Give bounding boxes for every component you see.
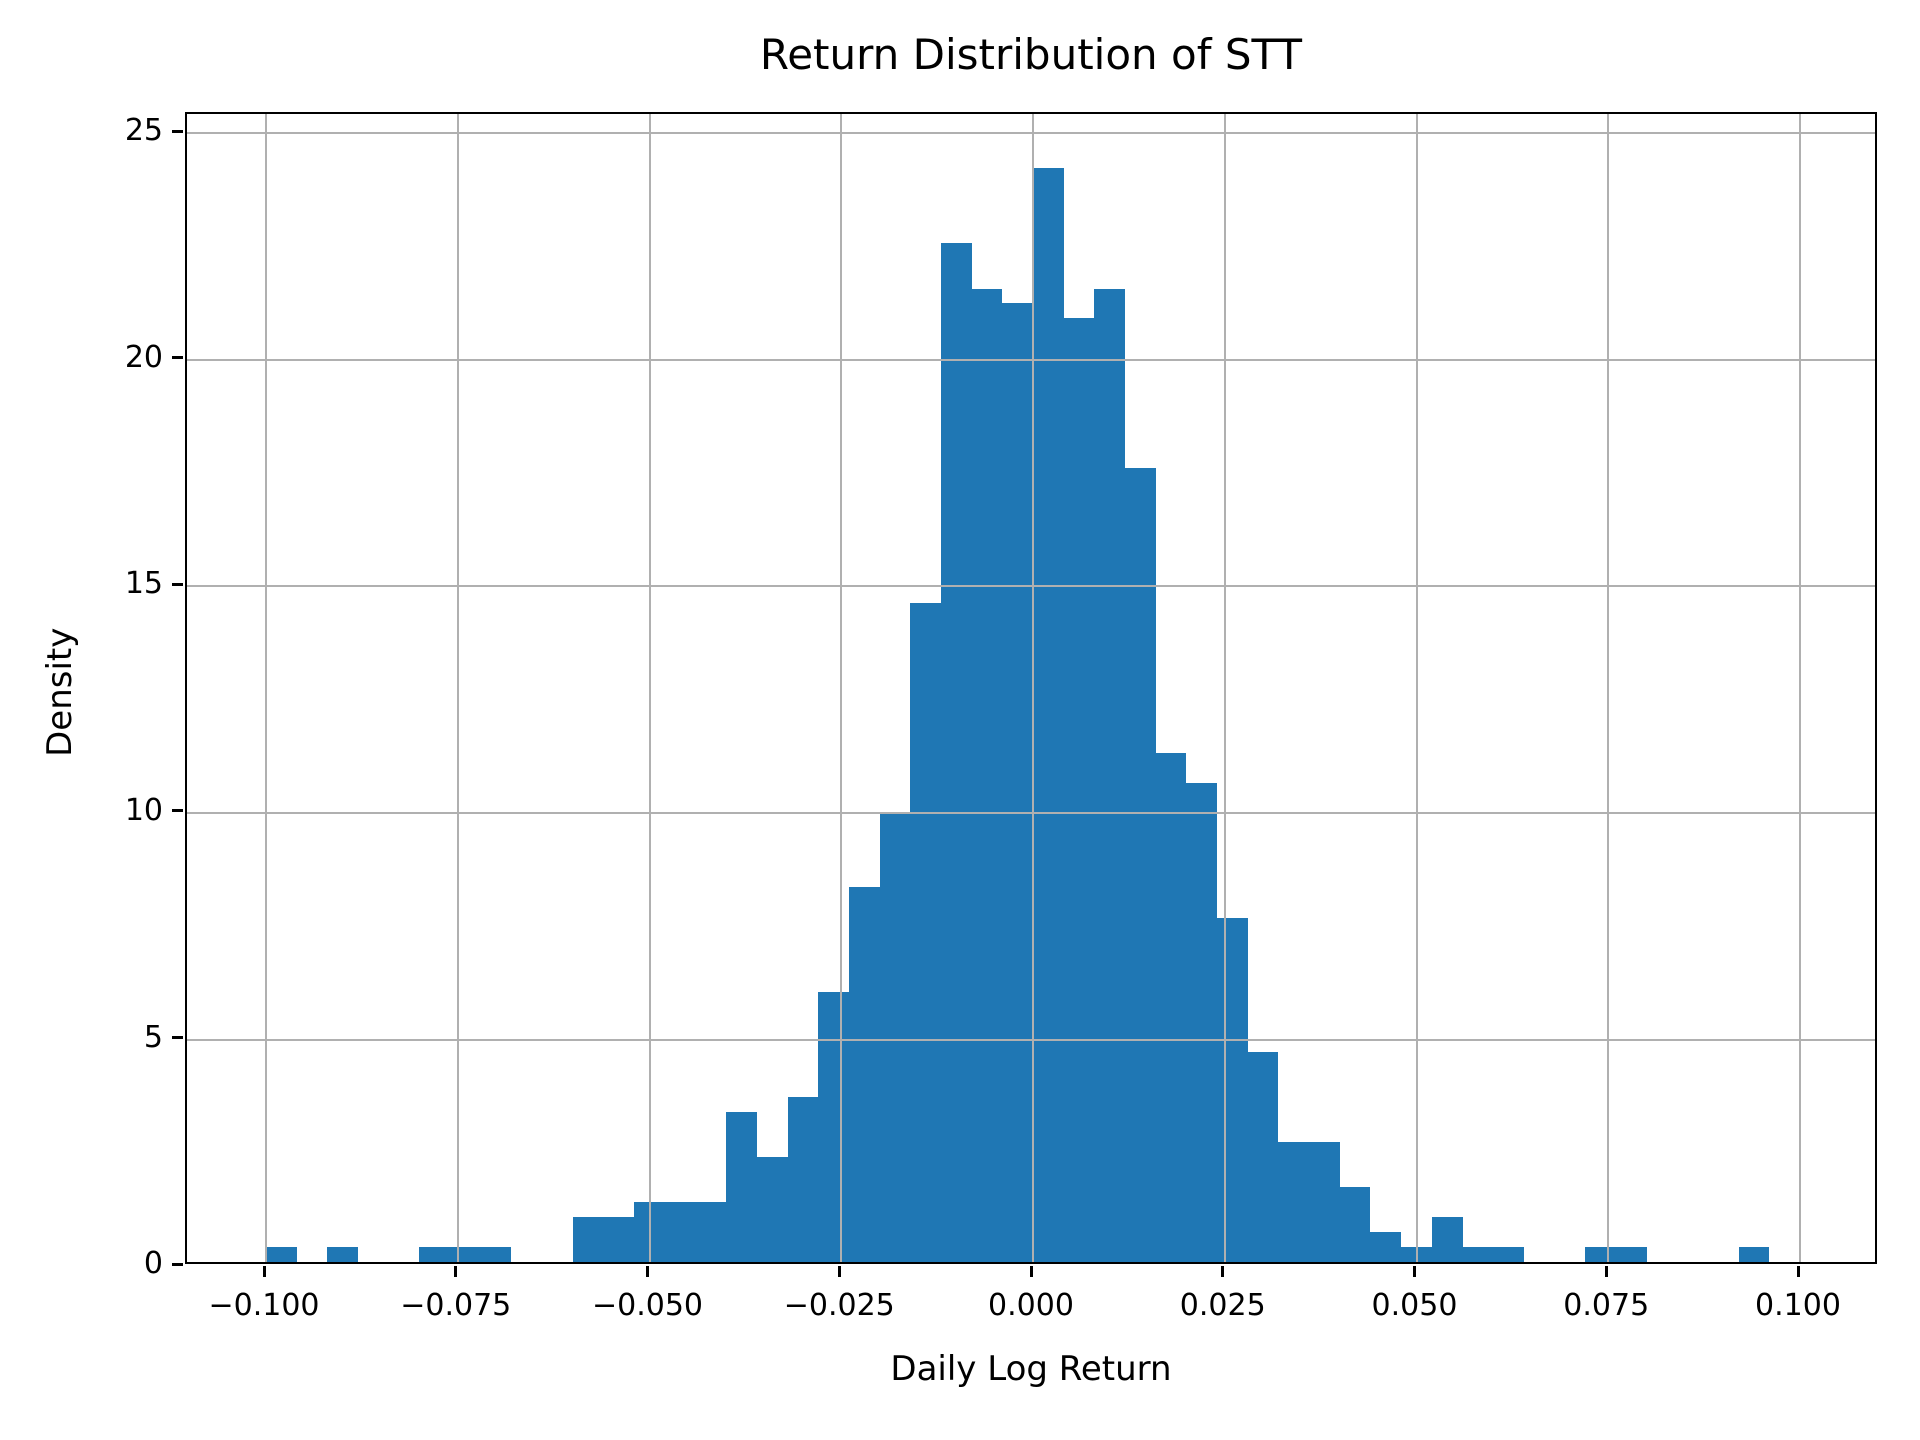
x-tick-mark	[1029, 1266, 1033, 1277]
x-tick-label: −0.075	[400, 1288, 512, 1323]
histogram-bar	[1155, 752, 1187, 1262]
histogram-bar	[450, 1247, 481, 1262]
y-tick-label: 20	[124, 339, 163, 375]
histogram-bar	[1094, 288, 1126, 1262]
histogram-bar	[1585, 1247, 1616, 1262]
histogram-bar	[756, 1157, 788, 1262]
histogram-bar	[726, 1112, 757, 1262]
x-tick-label: 0.075	[1563, 1288, 1650, 1323]
y-tick-mark	[172, 356, 183, 360]
histogram-bar	[1431, 1217, 1463, 1262]
histogram-bar	[1462, 1247, 1494, 1262]
x-tick-mark	[646, 1266, 649, 1277]
x-tick-mark	[837, 1266, 841, 1277]
plot-area	[185, 112, 1877, 1264]
histogram-bar	[1401, 1247, 1432, 1262]
histogram-bar	[572, 1217, 604, 1262]
histogram-bar	[266, 1247, 297, 1262]
y-tick-label: 25	[124, 113, 163, 149]
histogram-bar	[1125, 468, 1156, 1262]
y-tick-label: 10	[124, 792, 163, 828]
histogram-bar	[480, 1247, 512, 1262]
histogram-bar	[1339, 1187, 1371, 1262]
histogram-bar	[634, 1202, 665, 1262]
histogram-bar	[910, 602, 941, 1262]
histogram-bar	[1186, 782, 1218, 1262]
histogram-bar	[940, 243, 972, 1262]
x-tick-mark	[262, 1266, 266, 1277]
x-tick-label: 0.025	[1179, 1288, 1266, 1323]
y-tick-label: 15	[124, 566, 163, 602]
y-tick-label: 0	[143, 1246, 163, 1281]
bars-layer	[187, 114, 1875, 1262]
histogram-bar	[1615, 1247, 1647, 1262]
y-tick-label: 5	[143, 1019, 163, 1055]
x-tick-label: −0.100	[208, 1288, 320, 1323]
y-tick-mark	[172, 582, 183, 586]
x-tick-label: 0.000	[988, 1288, 1074, 1323]
histogram-bar	[1033, 168, 1064, 1262]
x-tick-label: −0.025	[783, 1288, 895, 1323]
histogram-bar	[1247, 1052, 1279, 1262]
histogram-bar	[1309, 1141, 1340, 1262]
x-tick-mark	[1413, 1266, 1416, 1277]
histogram-bar	[664, 1202, 696, 1262]
chart-title: Return Distribution of STT	[759, 30, 1303, 79]
histogram-bar	[1738, 1247, 1770, 1262]
histogram-bar	[419, 1247, 451, 1262]
histogram-bar	[787, 1097, 819, 1262]
histogram-bar	[1493, 1247, 1524, 1262]
x-tick-mark	[1796, 1266, 1800, 1277]
y-tick-mark	[172, 1262, 183, 1266]
x-tick-mark	[1221, 1266, 1225, 1277]
histogram-bar	[848, 887, 880, 1262]
histogram-bar	[695, 1202, 727, 1262]
histogram-bar	[1278, 1141, 1310, 1262]
histogram-bar	[1063, 318, 1095, 1262]
x-tick-mark	[1604, 1266, 1608, 1277]
histogram-bar	[1002, 303, 1033, 1262]
histogram-bar	[327, 1247, 359, 1262]
y-tick-mark	[172, 809, 183, 813]
x-tick-label: −0.050	[591, 1288, 704, 1323]
histogram-bar	[879, 812, 911, 1262]
y-tick-mark	[172, 129, 183, 133]
x-tick-label: 0.050	[1371, 1288, 1458, 1323]
x-tick-label: 0.100	[1755, 1288, 1841, 1323]
x-axis-label: Daily Log Return	[890, 1349, 1172, 1389]
histogram-bar	[1217, 917, 1248, 1262]
histogram-bar	[818, 992, 849, 1262]
y-tick-mark	[172, 1036, 183, 1039]
x-tick-mark	[454, 1266, 458, 1277]
histogram-bar	[1370, 1232, 1402, 1262]
histogram-bar	[603, 1217, 635, 1262]
histogram-bar	[971, 288, 1003, 1262]
